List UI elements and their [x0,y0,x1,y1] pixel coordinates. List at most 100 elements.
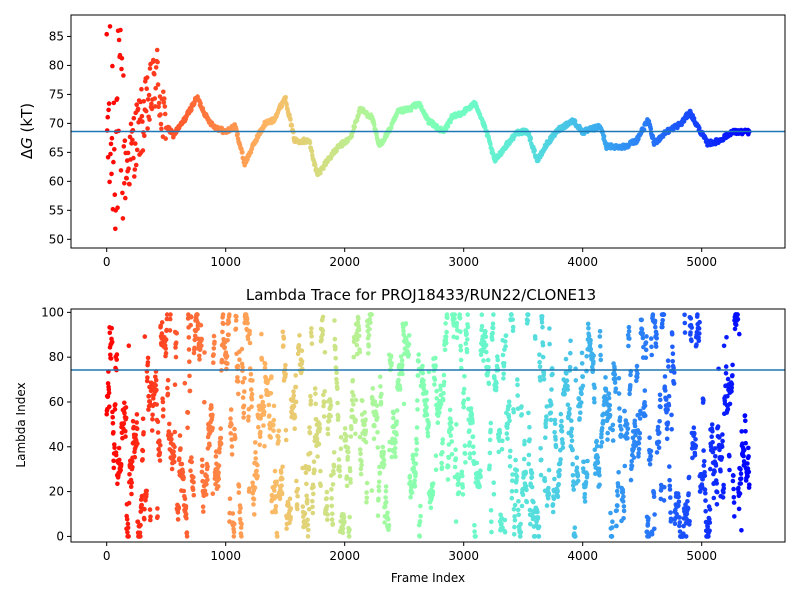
dg-point [636,136,641,142]
lambda-point [156,446,161,452]
lambda-point [331,471,336,476]
lambda-point [584,472,590,477]
dg-point [111,100,117,106]
dg-y-tick-label: 85 [49,29,64,43]
lambda-point [555,494,561,500]
lambda-point [145,355,151,361]
lambda-point [714,489,720,495]
lambda-point [109,339,115,345]
dg-point [490,151,496,156]
lambda-point [492,375,497,381]
lambda-point [412,484,418,489]
lambda-point [570,473,576,478]
lambda-point [311,484,316,490]
lambda-point [210,412,215,418]
lambda-point [343,437,349,443]
lambda-point [435,420,441,426]
lambda-point [553,437,558,442]
lambda-y-tick-label: 100 [41,305,64,319]
lambda-point [552,430,557,435]
lambda-point [391,410,396,416]
lambda-point [378,384,383,389]
lambda-point [255,473,260,479]
lambda-point [490,330,496,336]
lambda-point [538,446,543,451]
lambda-point [241,415,246,420]
lambda-point [191,492,197,498]
lambda-point [531,499,536,505]
lambda-point [594,438,599,444]
lambda-point [518,534,523,539]
lambda-point [139,502,144,508]
lambda-point [281,336,287,341]
lambda-point [189,455,194,460]
lambda-point [461,390,466,396]
lambda-point [138,522,143,528]
lambda-point [249,404,254,410]
lambda-point [448,420,454,425]
lambda-point [501,361,507,366]
lambda-point [381,457,387,463]
lambda-point [456,490,462,495]
lambda-point [721,482,726,488]
lambda-point [333,344,338,350]
lambda-point [424,397,430,403]
lambda-point [283,371,289,377]
lambda-point [440,440,445,446]
lambda-point [177,456,182,461]
lambda-point [610,427,615,433]
lambda-point [647,462,653,467]
lambda-point [731,495,737,500]
lambda-point [615,503,620,509]
lambda-point [656,445,662,451]
lambda-point [746,469,752,475]
lambda-point [478,352,484,358]
lambda-point [487,450,493,456]
dg-point [118,168,124,173]
lambda-point [707,507,713,512]
lambda-point [228,416,233,421]
lambda-point [184,534,190,539]
lambda-point [620,490,626,495]
lambda-point [237,509,242,515]
lambda-point [603,388,609,393]
lambda-point [364,500,369,505]
lambda-point [386,516,391,522]
dg-point [235,131,240,137]
lambda-point [183,511,189,517]
lambda-point [320,332,325,337]
lambda-point [368,320,373,325]
dg-point [112,192,118,197]
dg-y-tick-label: 70 [49,116,64,130]
lambda-point [142,517,147,522]
lambda-point [358,471,364,477]
lambda-point [381,462,387,467]
lambda-point [506,399,512,405]
lambda-point [586,325,591,331]
lambda-point [739,528,744,533]
lambda-point [533,336,538,341]
dg-point [115,205,120,210]
lambda-point [143,498,148,503]
lambda-point [251,502,256,507]
lambda-point [350,378,356,383]
lambda-point [155,430,161,435]
lambda-point [261,423,266,428]
lambda-point [270,509,275,515]
lambda-point [307,450,313,456]
lambda-point [276,438,281,444]
lambda-point [184,516,189,521]
lambda-point [538,472,544,478]
lambda-point [437,410,442,415]
lambda-point [565,402,571,408]
lambda-point [187,373,192,379]
lambda-point [627,391,632,397]
lambda-point [579,400,584,405]
dg-y-tick-label: 55 [49,203,64,217]
lambda-point [174,331,179,336]
lambda-point [110,421,116,426]
lambda-point [140,448,146,454]
dg-point [112,147,117,152]
lambda-point [434,388,439,394]
lambda-point [446,442,452,447]
